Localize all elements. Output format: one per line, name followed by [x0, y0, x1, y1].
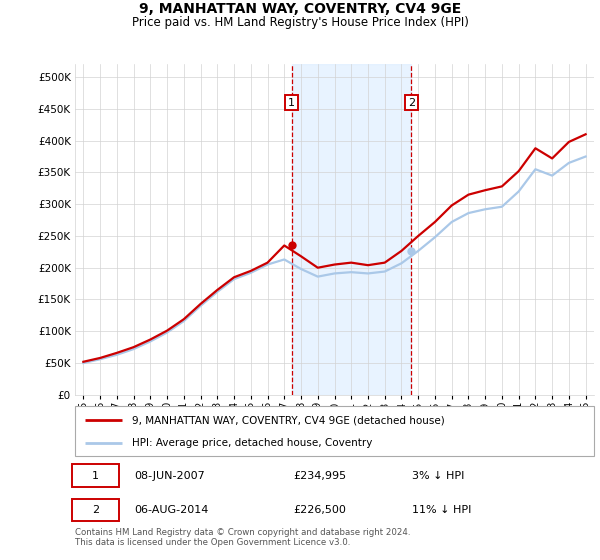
Text: £226,500: £226,500: [293, 505, 346, 515]
Text: 2: 2: [408, 97, 415, 108]
Text: 11% ↓ HPI: 11% ↓ HPI: [412, 505, 472, 515]
Text: £234,995: £234,995: [293, 470, 346, 480]
Text: 3% ↓ HPI: 3% ↓ HPI: [412, 470, 465, 480]
FancyBboxPatch shape: [73, 464, 119, 487]
Text: HPI: Average price, detached house, Coventry: HPI: Average price, detached house, Cove…: [132, 438, 373, 449]
Text: 08-JUN-2007: 08-JUN-2007: [134, 470, 205, 480]
FancyBboxPatch shape: [75, 406, 594, 456]
Text: 9, MANHATTAN WAY, COVENTRY, CV4 9GE (detached house): 9, MANHATTAN WAY, COVENTRY, CV4 9GE (det…: [132, 415, 445, 425]
Text: 9, MANHATTAN WAY, COVENTRY, CV4 9GE: 9, MANHATTAN WAY, COVENTRY, CV4 9GE: [139, 2, 461, 16]
Text: Price paid vs. HM Land Registry's House Price Index (HPI): Price paid vs. HM Land Registry's House …: [131, 16, 469, 29]
Bar: [292, 64, 412, 395]
Text: Contains HM Land Registry data © Crown copyright and database right 2024.
This d: Contains HM Land Registry data © Crown c…: [75, 528, 410, 547]
Text: 1: 1: [92, 470, 99, 480]
Text: 1: 1: [288, 97, 295, 108]
Text: 2: 2: [92, 505, 100, 515]
FancyBboxPatch shape: [73, 499, 119, 521]
Text: 06-AUG-2014: 06-AUG-2014: [134, 505, 209, 515]
